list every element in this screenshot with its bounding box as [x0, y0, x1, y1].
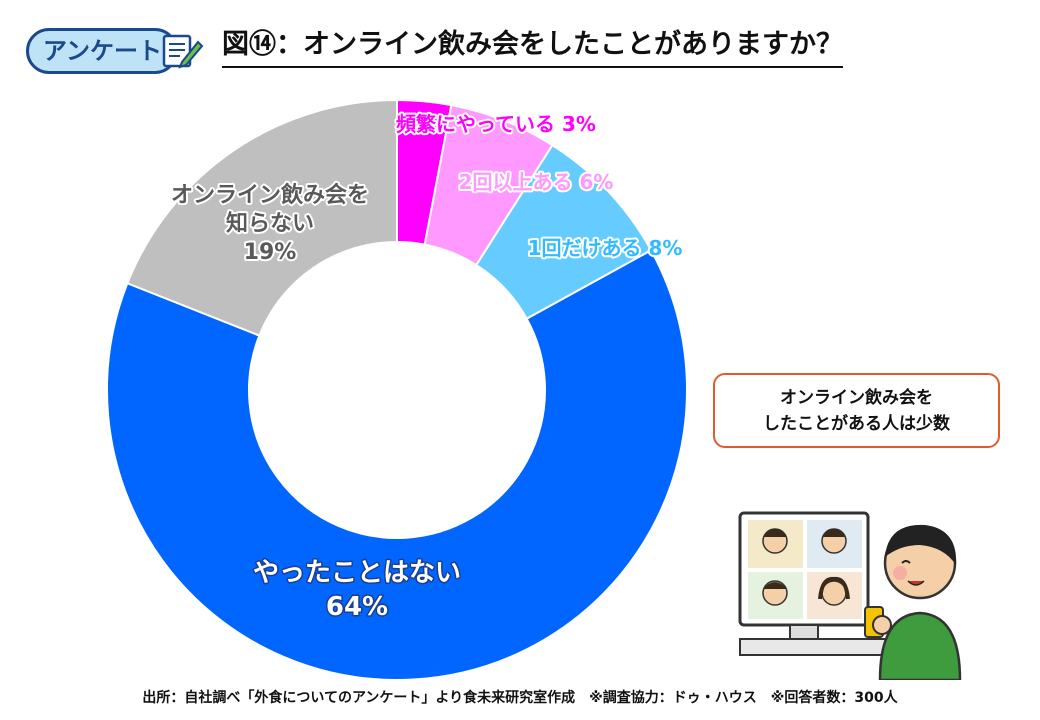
badge-label: アンケート — [43, 37, 163, 65]
page-title: 図⑭：オンライン飲み会をしたことがありますか？ — [222, 26, 843, 68]
slice-label-1: 頻繁にやっている 3% — [396, 112, 596, 136]
survey-badge: アンケート — [26, 28, 178, 74]
donut-slice-5 — [126, 98, 398, 337]
slice-label-4: やったことはない 64% — [253, 558, 461, 622]
slice-label-2: 2回以上ある 6% — [459, 170, 614, 194]
callout-line-1: オンライン飲み会を — [780, 387, 933, 408]
slice-label-3: 1回だけある 8% — [528, 236, 683, 260]
callout-box: オンライン飲み会を したことがある人は少数 — [713, 373, 1000, 448]
callout-line-2: したことがある人は少数 — [763, 413, 950, 434]
notepad-pencil-icon — [162, 34, 204, 69]
source-footnote: 出所：自社調べ「外食についてのアンケート」より食未来研究室作成 ※調査協力：ドゥ… — [142, 690, 898, 706]
donut-slice-4 — [106, 248, 688, 681]
online-drinking-illustration — [738, 511, 962, 680]
slice-label-5: オンライン飲み会を知らない 19% — [171, 182, 369, 265]
